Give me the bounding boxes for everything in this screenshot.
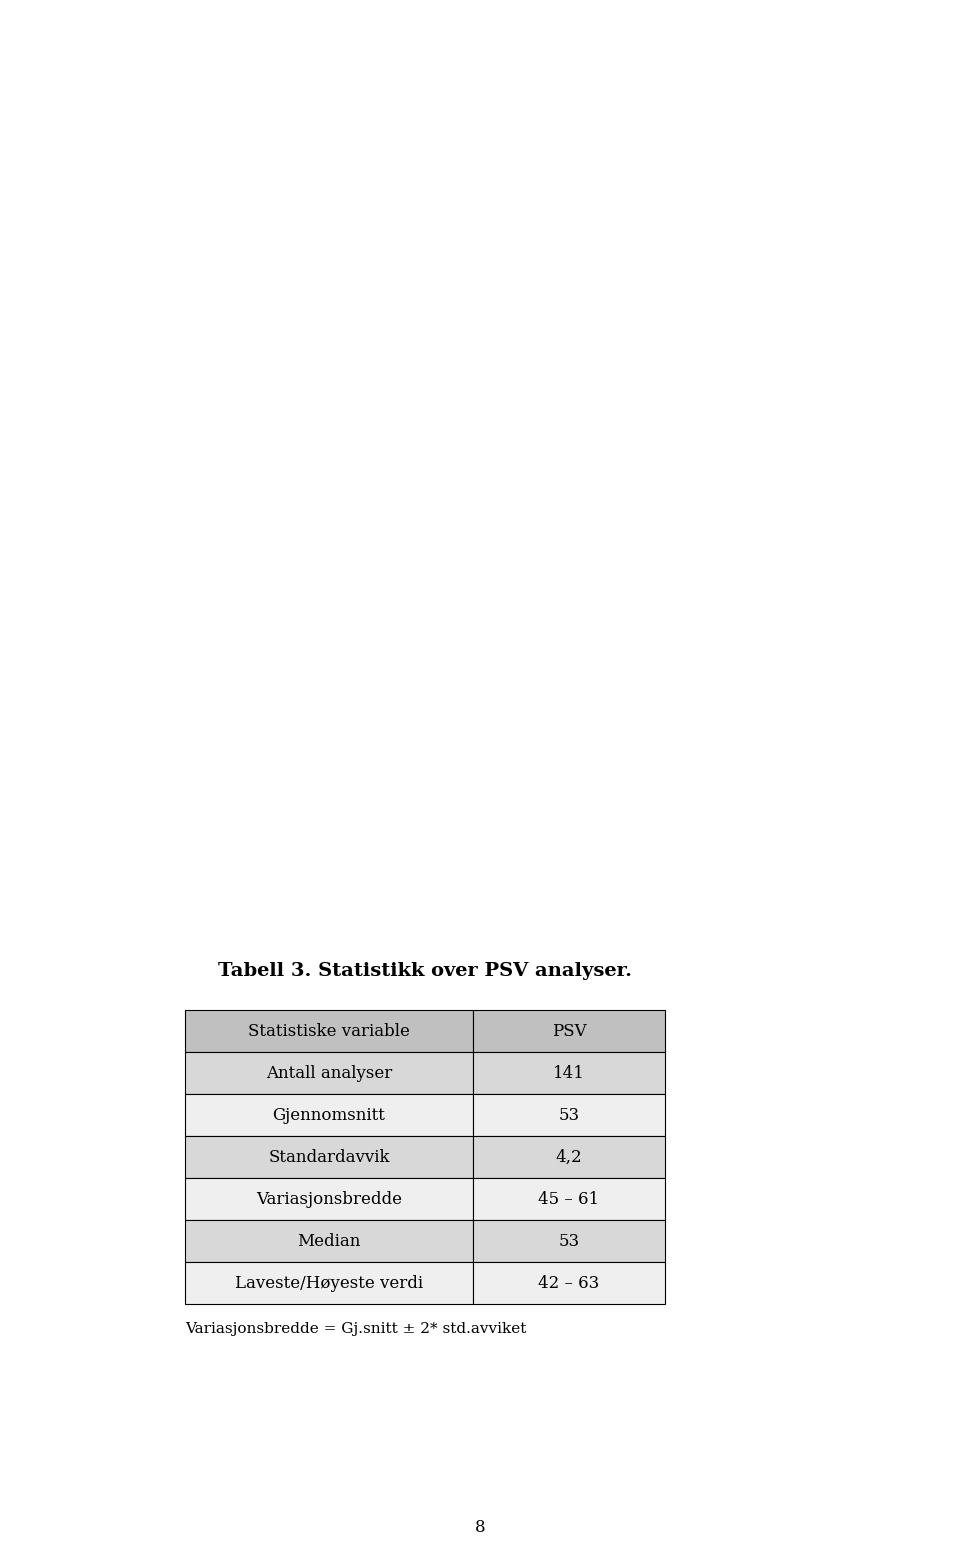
Text: 141: 141 (553, 1065, 585, 1082)
Bar (473, 1220, 665, 1262)
Bar (185, 1010, 473, 1052)
Bar (473, 1262, 665, 1305)
Bar (185, 1220, 473, 1262)
Bar (473, 1010, 665, 1052)
Text: Laveste/Høyeste verdi: Laveste/Høyeste verdi (235, 1275, 423, 1292)
Text: 8: 8 (474, 1519, 486, 1537)
Bar (185, 1262, 473, 1305)
Bar (473, 1094, 665, 1135)
Text: Median: Median (298, 1232, 361, 1250)
Bar (185, 1135, 473, 1178)
Bar (473, 1052, 665, 1094)
Text: 4,2: 4,2 (556, 1148, 583, 1165)
Text: 53: 53 (559, 1107, 580, 1124)
Bar (473, 1178, 665, 1220)
Bar (185, 1052, 473, 1094)
Bar (185, 1094, 473, 1135)
Text: 53: 53 (559, 1232, 580, 1250)
Text: Standardavvik: Standardavvik (268, 1148, 390, 1165)
Text: Antall analyser: Antall analyser (266, 1065, 392, 1082)
Text: Tabell 3. Statistikk over PSV analyser.: Tabell 3. Statistikk over PSV analyser. (218, 963, 632, 980)
Text: 42 – 63: 42 – 63 (539, 1275, 600, 1292)
Bar (185, 1178, 473, 1220)
Text: 45 – 61: 45 – 61 (539, 1190, 600, 1207)
Text: Variasjonsbredde: Variasjonsbredde (256, 1190, 402, 1207)
Bar (473, 1135, 665, 1178)
Text: PSV: PSV (552, 1022, 587, 1040)
Text: Variasjonsbredde = Gj.snitt ± 2* std.avviket: Variasjonsbredde = Gj.snitt ± 2* std.avv… (185, 1322, 526, 1336)
Text: Statistiske variable: Statistiske variable (248, 1022, 410, 1040)
Text: Gjennomsnitt: Gjennomsnitt (273, 1107, 385, 1124)
